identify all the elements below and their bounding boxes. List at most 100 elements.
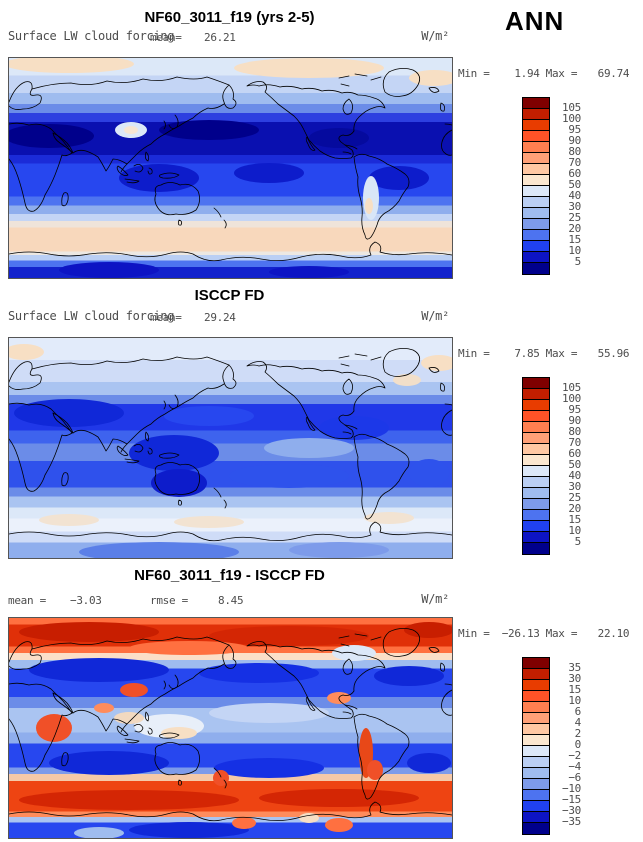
- difference-map: [9, 618, 452, 838]
- panel2-mean-label: mean=: [150, 311, 182, 324]
- colorbar-segment: [523, 175, 549, 186]
- colorbar-tick-label: 90: [568, 134, 581, 147]
- panel2-variable-label: Surface LW cloud forcing: [8, 309, 175, 323]
- colorbar-tick-label: 2: [574, 727, 582, 740]
- colorbar-tick-label: 50: [568, 458, 581, 471]
- colorbar-labels: 105 100 95 90 80 70 60 50 40 30 25 20 15 10 5: [553, 97, 581, 273]
- colorbar-tick-label: −6: [568, 771, 581, 784]
- panel3-stats-row: mean = −3.03 rmse = 8.45 W/m²: [8, 592, 451, 608]
- panel1-title: NF60_3011_f19 (yrs 2-5): [144, 9, 315, 26]
- colorbar-tick-label: 20: [568, 502, 581, 515]
- colorbar-tick-label: 105: [562, 101, 581, 114]
- colorbar-tick-label: 0: [574, 738, 582, 751]
- panel2-min-label: Min =: [458, 346, 490, 360]
- colorbar-tick-label: −4: [568, 760, 581, 773]
- colorbar-tick-label: −15: [562, 793, 581, 806]
- colorbar-tick-label: 100: [562, 112, 581, 125]
- panel1-variable-label: Surface LW cloud forcing: [8, 29, 175, 43]
- panel3-mean-value: −3.03: [70, 594, 102, 607]
- colorbar-segment: [523, 477, 549, 488]
- colorbar-tick-label: 70: [568, 436, 581, 449]
- colorbar-tick-label: 90: [568, 414, 581, 427]
- panel1-max-value: 69.74: [597, 66, 630, 80]
- colorbar-tick-label: 15: [568, 513, 581, 526]
- panel1-minmax-row: Min = 1.94 Max = 69.74: [458, 66, 636, 80]
- colorbar-segment: [523, 109, 549, 120]
- colorbar-segment: [523, 131, 549, 142]
- colorbar-swatches: [522, 657, 550, 835]
- colorbar-tick-label: 6: [574, 705, 582, 718]
- colorbar-tick-label: 30: [568, 200, 581, 213]
- panel1-min-value: 1.94: [514, 66, 540, 80]
- colorbar-segment: [523, 186, 549, 197]
- colorbar-tick-label: −35: [562, 815, 581, 828]
- colorbar-segment: [523, 120, 549, 131]
- model-contour-blobs: [9, 58, 452, 278]
- colorbar-segment: [523, 197, 549, 208]
- panel3-mean-label: mean =: [8, 594, 46, 607]
- model-contour-field: [9, 58, 452, 278]
- colorbar-tick-label: 60: [568, 447, 581, 460]
- colorbar-tick-label: 95: [568, 123, 581, 136]
- panel3-max-label: Max =: [545, 626, 578, 640]
- colorbar-segment: [523, 702, 549, 713]
- panel3-max-value: 22.10: [597, 626, 630, 640]
- colorbar-tick-label: 5: [574, 255, 582, 268]
- colorbar-segment: [523, 768, 549, 779]
- panel1-units-label: W/m²: [421, 29, 449, 43]
- colorbar-segment: [523, 208, 549, 219]
- colorbar-segment: [523, 691, 549, 702]
- colorbar-tick-label: 30: [568, 672, 581, 685]
- colorbar-segment: [523, 499, 549, 510]
- colorbar-tick-label: 30: [568, 480, 581, 493]
- colorbar-segment: [523, 230, 549, 241]
- panel3-map-frame: [8, 617, 453, 839]
- colorbar-segment: [523, 521, 549, 532]
- panel3-rmse-value: 8.45: [218, 594, 244, 607]
- colorbar-segment: [523, 790, 549, 801]
- colorbar-tick-label: 40: [568, 189, 581, 202]
- colorbar-tick-label: 100: [562, 392, 581, 405]
- panel1-min-label: Min =: [458, 66, 490, 80]
- colorbar-labels: 105 100 95 90 80 70 60 50 40 30 25 20 15 10 5: [553, 377, 581, 553]
- colorbar-segment: [523, 757, 549, 768]
- colorbar-labels: 35 30 15 10 6 4 2 0 −2 −4 −6 −10 −15 −30 −35: [553, 657, 581, 833]
- colorbar-segment: [523, 164, 549, 175]
- panel1-max-label: Max =: [545, 66, 578, 80]
- panel2-min-value: 7.85: [514, 346, 540, 360]
- model-map: [9, 58, 452, 278]
- difference-contour-blobs: [19, 622, 452, 838]
- panel1-subtitle-row: Surface LW cloud forcing mean= 26.21 W/m…: [8, 29, 451, 45]
- panel2-mean-value: 29.24: [204, 311, 236, 324]
- colorbar-tick-label: 20: [568, 222, 581, 235]
- colorbar-tick-label: 4: [574, 716, 582, 729]
- panel2-subtitle-row: Surface LW cloud forcing mean= 29.24 W/m…: [8, 309, 451, 325]
- colorbar-tick-label: 15: [568, 683, 581, 696]
- colorbar-tick-label: 10: [568, 694, 581, 707]
- colorbar-tick-label: 10: [568, 524, 581, 537]
- colorbar-segment: [523, 400, 549, 411]
- panel2-minmax-row: Min = 7.85 Max = 55.96: [458, 346, 636, 360]
- colorbar-tick-label: 80: [568, 425, 581, 438]
- colorbar-segment: [523, 812, 549, 823]
- panel1-mean-label: mean=: [150, 31, 182, 44]
- colorbar-segment: [523, 466, 549, 477]
- colorbar-segment: [523, 746, 549, 757]
- obs-map: [9, 338, 452, 558]
- colorbar-segment: [523, 680, 549, 691]
- colorbar-segment: [523, 724, 549, 735]
- colorbar-segment: [523, 378, 549, 389]
- panel3-minmax-row: Min = −26.13 Max = 22.10: [458, 626, 636, 640]
- colorbar-segment: [523, 241, 549, 252]
- colorbar-segment: [523, 252, 549, 263]
- colorbar-tick-label: −2: [568, 749, 581, 762]
- colorbar-segment: [523, 801, 549, 812]
- colorbar-segment: [523, 455, 549, 466]
- colorbar-tick-label: 105: [562, 381, 581, 394]
- colorbar-tick-label: 80: [568, 145, 581, 158]
- colorbar-segment: [523, 389, 549, 400]
- colorbar-segment: [523, 735, 549, 746]
- panel1-map-frame: [8, 57, 453, 279]
- panel3-min-value: −26.13: [501, 626, 540, 640]
